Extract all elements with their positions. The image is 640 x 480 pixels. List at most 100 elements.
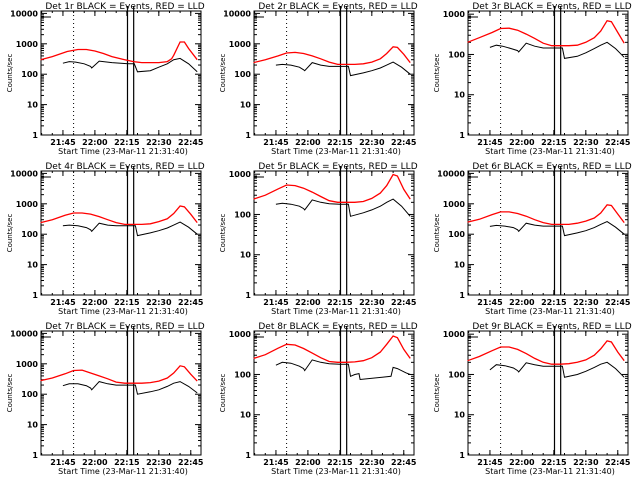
series-line-events: [62, 57, 198, 73]
x-tick-label: 22:30: [146, 298, 172, 307]
series-line-lld: [467, 340, 625, 365]
series-line-events: [62, 381, 198, 395]
plot-frame: [253, 170, 415, 296]
y-axis-label: Counts/sec: [219, 54, 227, 93]
y-tick-label: 1: [32, 291, 38, 300]
series-line-lld: [467, 19, 625, 47]
y-tick-label: 10000: [10, 9, 38, 18]
y-tick-label: 1: [32, 451, 38, 460]
y-tick-label: 10000: [10, 169, 38, 178]
series-line-lld: [40, 365, 198, 384]
x-tick-label: 21:45: [263, 138, 289, 147]
x-tick-label: 22:15: [541, 138, 567, 147]
x-tick-label: 21:45: [50, 138, 76, 147]
x-tick-label: 22:15: [327, 298, 353, 307]
y-tick-label: 1000: [16, 360, 39, 369]
plot-frame: [40, 170, 202, 296]
series-line-events: [489, 41, 625, 59]
x-tick-label: 22:30: [359, 458, 385, 467]
x-axis-label: Start Time (23-Mar-11 21:31:40): [58, 467, 188, 476]
x-tick-label: 22:45: [391, 298, 417, 307]
x-tick-label: 22:15: [114, 458, 140, 467]
x-tick-label: 22:00: [295, 138, 321, 147]
x-axis-label: Start Time (23-Mar-11 21:31:40): [58, 147, 188, 156]
y-tick-label: 1: [245, 131, 251, 140]
chart-title: Det 3r BLACK = Events, RED = LLD: [472, 2, 631, 12]
series-line-lld: [253, 46, 411, 66]
y-tick-label: 1000: [229, 40, 252, 49]
y-axis-label: Counts/sec: [433, 54, 441, 93]
y-tick-label: 10: [240, 411, 252, 420]
chart-title: Det 7r BLACK = Events, RED = LLD: [45, 322, 204, 332]
plot-frame: [253, 10, 415, 136]
chart-panel-det-3: Det 3r BLACK = Events, RED = LLD 1 10 100 10…: [433, 2, 632, 156]
x-tick-label: 22:30: [359, 138, 385, 147]
x-tick-label: 22:00: [509, 458, 535, 467]
x-axis-label: Start Time (23-Mar-11 21:31:40): [58, 307, 188, 316]
y-tick-label: 100: [21, 70, 38, 79]
x-tick-label: 22:15: [327, 138, 353, 147]
y-tick-label: 1000: [229, 170, 252, 179]
series-line-events: [275, 198, 411, 217]
chart-title: Det 4r BLACK = Events, RED = LLD: [45, 162, 204, 172]
y-axis-label: Counts/sec: [6, 214, 14, 253]
y-tick-label: 1: [245, 451, 251, 460]
y-axis-label: Counts/sec: [433, 214, 441, 253]
x-tick-label: 22:00: [82, 298, 108, 307]
x-tick-label: 21:45: [477, 138, 503, 147]
y-tick-label: 10: [240, 101, 252, 110]
y-tick-label: 100: [234, 370, 251, 379]
chart-panel-det-7: Det 7r BLACK = Events, RED = LLD 1 10 100 10…: [6, 322, 205, 476]
y-tick-label: 1: [32, 131, 38, 140]
x-tick-label: 22:00: [295, 298, 321, 307]
x-tick-label: 22:30: [146, 458, 172, 467]
plot-frame: [467, 10, 629, 136]
x-axis-label: Start Time (23-Mar-11 21:31:40): [271, 467, 401, 476]
y-tick-label: 1: [459, 451, 465, 460]
series-line-events: [275, 359, 411, 381]
chart-panel-det-6: Det 6r BLACK = Events, RED = LLD 1 10 100 10…: [433, 162, 632, 316]
series-line-events: [62, 221, 198, 237]
y-tick-label: 100: [448, 230, 465, 239]
y-axis-label: Counts/sec: [219, 214, 227, 253]
y-tick-label: 1000: [16, 40, 39, 49]
plot-frame: [467, 170, 629, 296]
chart-title: Det 6r BLACK = Events, RED = LLD: [472, 162, 631, 172]
y-tick-label: 10000: [223, 9, 251, 18]
chart-panel-det-9: Det 9r BLACK = Events, RED = LLD 1 10 100 10…: [433, 322, 632, 476]
chart-title: Det 1r BLACK = Events, RED = LLD: [45, 2, 204, 12]
x-tick-label: 22:00: [82, 458, 108, 467]
chart-title: Det 5r BLACK = Events, RED = LLD: [258, 162, 417, 172]
series-line-lld: [253, 173, 411, 203]
x-tick-label: 22:45: [391, 458, 417, 467]
x-tick-label: 21:45: [477, 298, 503, 307]
series-line-events: [275, 61, 411, 77]
plot-frame: [40, 10, 202, 136]
x-tick-label: 21:45: [263, 298, 289, 307]
x-tick-label: 22:00: [295, 458, 321, 467]
y-axis-label: Counts/sec: [219, 374, 227, 413]
x-tick-label: 22:15: [541, 298, 567, 307]
y-tick-label: 1000: [229, 330, 252, 339]
y-tick-label: 10: [454, 91, 466, 100]
x-tick-label: 22:30: [573, 298, 599, 307]
series-line-lld: [467, 204, 625, 226]
y-tick-label: 10: [27, 101, 39, 110]
y-tick-label: 1000: [443, 330, 466, 339]
x-tick-label: 22:15: [114, 138, 140, 147]
y-axis-label: Counts/sec: [6, 54, 14, 93]
x-tick-label: 22:30: [146, 138, 172, 147]
x-tick-label: 22:30: [573, 138, 599, 147]
x-tick-label: 22:00: [509, 298, 535, 307]
x-axis-label: Start Time (23-Mar-11 21:31:40): [271, 307, 401, 316]
y-axis-label: Counts/sec: [433, 374, 441, 413]
plot-frame: [40, 330, 202, 456]
y-tick-label: 1: [245, 291, 251, 300]
chart-title: Det 8r BLACK = Events, RED = LLD: [258, 322, 417, 332]
x-tick-label: 22:15: [114, 298, 140, 307]
plot-frame: [253, 330, 415, 456]
y-tick-label: 100: [234, 210, 251, 219]
y-axis-label: Counts/sec: [6, 374, 14, 413]
x-axis-label: Start Time (23-Mar-11 21:31:40): [485, 147, 615, 156]
